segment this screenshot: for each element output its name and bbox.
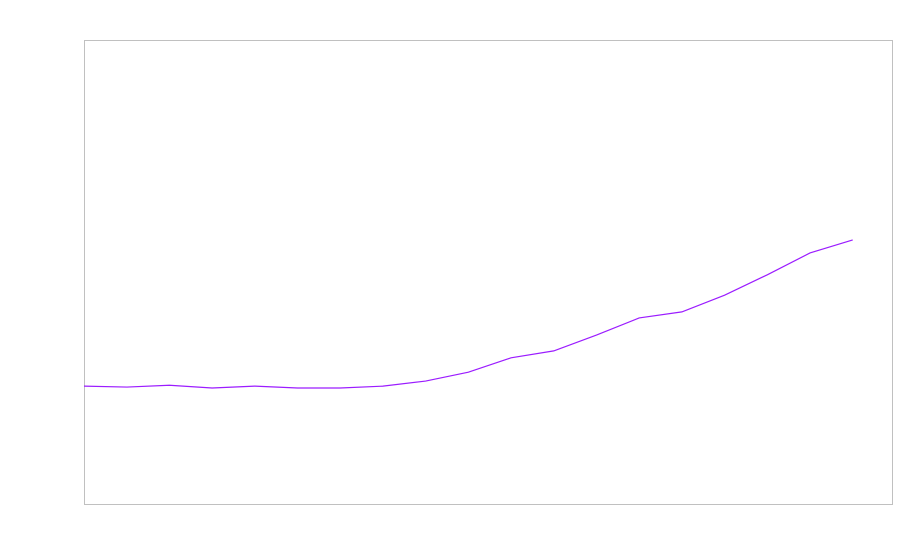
plot-frame (84, 40, 893, 505)
series-line-0 (83, 239, 853, 389)
